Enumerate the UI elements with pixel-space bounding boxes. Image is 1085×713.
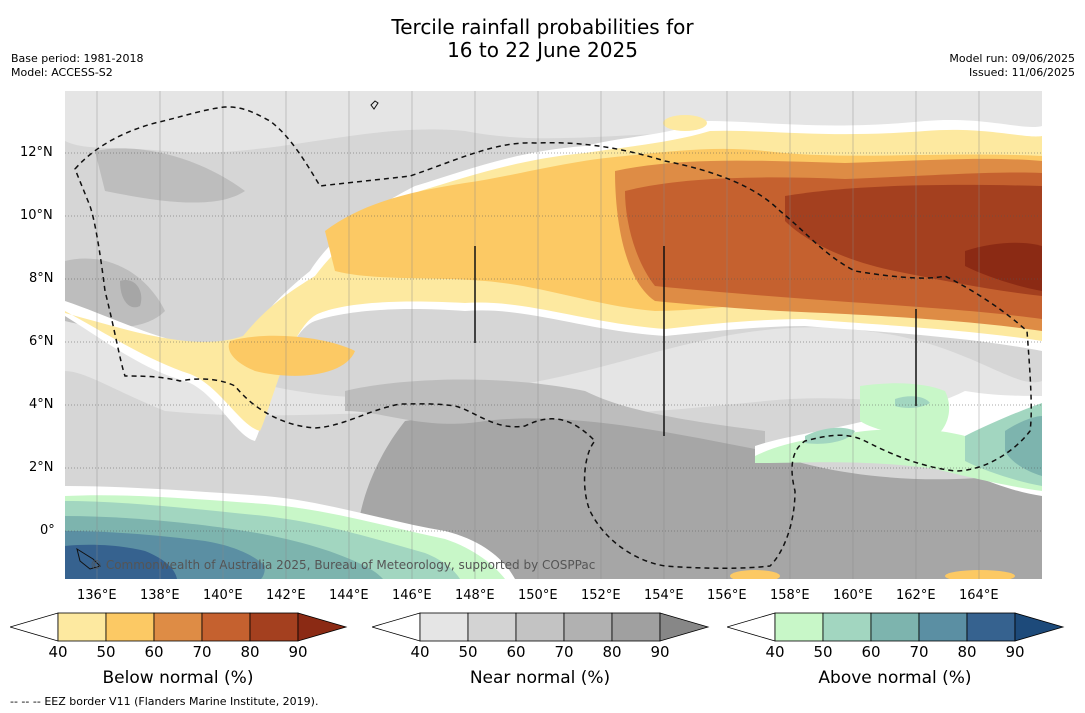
colorbar-below-bin [201, 612, 251, 642]
near-normal-40-region [65, 321, 1042, 421]
cbar-tick: 50 [96, 643, 116, 661]
lon-tick: 158°E [770, 588, 810, 603]
colorbar-below-bin [153, 612, 203, 642]
cbar-tick: 80 [957, 643, 977, 661]
colorbar-near-bin [515, 612, 565, 642]
cbar-tick: 70 [909, 643, 929, 661]
lon-tick: 142°E [266, 588, 306, 603]
cbar-tick: 80 [602, 643, 622, 661]
lon-tick: 146°E [392, 588, 432, 603]
colorbar-above-under-arrow [727, 612, 776, 642]
near-normal-70-region [357, 398, 1042, 579]
below-normal-50-region [228, 335, 355, 376]
cbar-tick: 80 [240, 643, 260, 661]
colorbar-below-under-arrow [10, 612, 59, 642]
cbar-tick: 60 [861, 643, 881, 661]
lon-tick: 140°E [203, 588, 243, 603]
lat-tick: 4°N [29, 397, 54, 412]
near-normal-60-region [95, 148, 245, 203]
colorbar-near-normal [372, 612, 710, 642]
lat-tick: 8°N [29, 271, 54, 286]
lon-tick: 152°E [581, 588, 621, 603]
cbar-tick: 40 [48, 643, 68, 661]
colorbar-above-normal [727, 612, 1065, 642]
island-coastline [76, 547, 101, 570]
colorbar-below-label: Below normal (%) [102, 668, 254, 688]
model-name: Model: ACCESS-S2 [11, 66, 113, 79]
above-normal-40-region [860, 383, 950, 436]
colorbar-below-bin [57, 612, 107, 642]
cbar-tick: 90 [650, 643, 670, 661]
lon-tick: 156°E [707, 588, 747, 603]
cbar-tick: 90 [1005, 643, 1025, 661]
colorbar-near-under-arrow [372, 612, 421, 642]
eez-legend: -- -- -- EEZ border V11 (Flanders Marine… [10, 695, 318, 708]
colorbar-below-normal [10, 612, 348, 642]
issued-date: Issued: 11/06/2025 [968, 66, 1075, 79]
lat-tick: 2°N [29, 460, 54, 475]
near-normal-60-region [345, 379, 765, 451]
colorbar-below-over-arrow [297, 612, 348, 642]
cbar-tick: 70 [554, 643, 574, 661]
lon-tick: 148°E [455, 588, 495, 603]
colorbar-above-bin [966, 612, 1016, 642]
page-title: Tercile rainfall probabilities for [391, 15, 694, 39]
lat-tick: 10°N [20, 208, 53, 223]
cbar-tick: 70 [192, 643, 212, 661]
copyright-notice: © Commonwealth of Australia 2025, Bureau… [90, 558, 596, 572]
base-period: Base period: 1981-2018 [11, 52, 144, 65]
colorbar-near-label: Near normal (%) [469, 668, 611, 688]
cbar-tick: 40 [410, 643, 430, 661]
lat-tick: 6°N [29, 334, 54, 349]
colorbar-above-bin [822, 612, 872, 642]
lon-tick: 150°E [518, 588, 558, 603]
eez-border [74, 106, 1032, 569]
colorbar-near-bin [419, 612, 469, 642]
colorbar-above-bin [774, 612, 824, 642]
colorbar-below-bin [249, 612, 299, 642]
cbar-tick: 90 [288, 643, 308, 661]
colorbar-near-over-arrow [659, 612, 710, 642]
above-normal-50-region [895, 396, 930, 408]
lon-tick: 144°E [329, 588, 369, 603]
island-coastline [370, 100, 379, 110]
near-normal-70-region [120, 280, 142, 308]
colorbar-near-bin [611, 612, 661, 642]
eez-legend-text: EEZ border V11 (Flanders Marine Institut… [44, 695, 319, 708]
lon-tick: 154°E [644, 588, 684, 603]
probability-map [65, 91, 1042, 579]
cbar-tick: 60 [144, 643, 164, 661]
lon-tick: 162°E [896, 588, 936, 603]
lon-tick: 138°E [140, 588, 180, 603]
colorbar-near-bin [467, 612, 517, 642]
gridlines [96, 91, 980, 579]
cbar-tick: 40 [765, 643, 785, 661]
lat-tick: 12°N [20, 145, 53, 160]
lon-tick: 136°E [77, 588, 117, 603]
cbar-tick: 60 [506, 643, 526, 661]
eez-legend-symbol: -- -- -- [10, 695, 41, 708]
lon-tick: 164°E [959, 588, 999, 603]
colorbar-above-over-arrow [1014, 612, 1065, 642]
below-normal-40-region [730, 570, 780, 579]
below-normal-40-region [663, 115, 707, 131]
cbar-tick: 50 [813, 643, 833, 661]
colorbar-above-label: Above normal (%) [818, 668, 972, 688]
above-normal-80-region [65, 544, 177, 579]
lat-gridlines [65, 152, 1042, 532]
below-normal-40-region [945, 570, 1015, 579]
page-subtitle: 16 to 22 June 2025 [447, 38, 638, 62]
colorbar-above-bin [870, 612, 920, 642]
cbar-tick: 50 [458, 643, 478, 661]
colorbar-above-bin [918, 612, 968, 642]
lon-tick: 160°E [833, 588, 873, 603]
colorbar-near-bin [563, 612, 613, 642]
model-run: Model run: 09/06/2025 [949, 52, 1075, 65]
above-normal-60-region [1005, 416, 1042, 476]
colorbar-below-bin [105, 612, 155, 642]
lat-tick: 0° [40, 523, 55, 538]
